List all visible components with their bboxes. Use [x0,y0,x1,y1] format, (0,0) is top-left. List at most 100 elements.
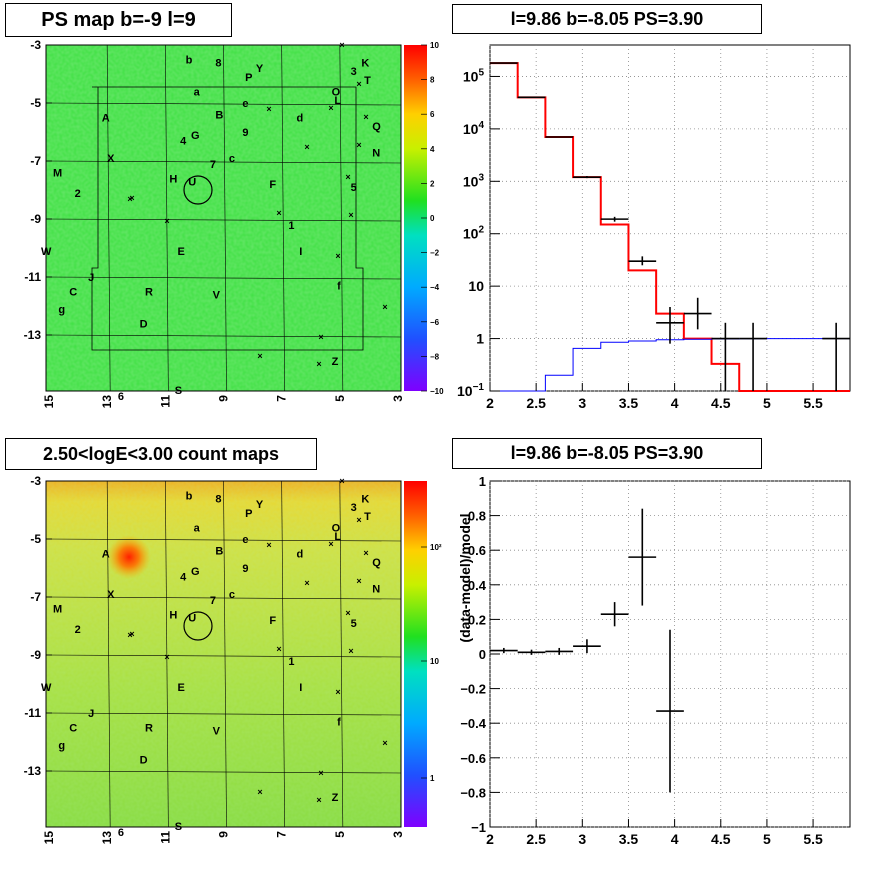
cm-grid-line-l [165,480,169,828]
cm-grid-line-b [45,654,402,658]
cm-source-label: L [334,531,341,543]
residual-x-tick-label: 5.5 [803,831,823,847]
cm-y-tick-label: -5 [30,532,41,546]
cm-colorbar-tick-label: 10 [430,657,439,666]
ps-colorbar-tick-label: 4 [430,145,435,154]
ps-source-label: B [215,110,223,122]
residual-y-tick-label: −1 [471,820,486,835]
cm-source-label: e [242,534,248,546]
ps-source-label: R [145,287,153,299]
ps-y-tick-label: -7 [30,154,41,168]
cm-cross-marker: × [345,608,350,618]
spectrum-x-ticks: 2 2.5 3 3.5 4 4.5 5 5.5 [486,383,823,411]
cm-y-tick-label: -13 [24,764,42,778]
ps-source-label: M [53,168,62,180]
ps-source-label: 9 [242,127,248,139]
cm-cross-marker: × [328,539,333,549]
cm-grid-line-b [45,596,402,600]
ps-colorbar-tick-label: 6 [430,110,435,119]
cm-source-label: C [69,723,77,735]
spectrum-x-tick-label: 4 [671,395,679,411]
ps-source-label: g [58,304,65,316]
cm-source-label: U [188,612,196,624]
spectrum-y-tick-label: 10−1 [457,382,484,399]
ps-map-roi [91,86,364,351]
ps-source-label: C [69,287,77,299]
cm-y-tick-label: -11 [24,706,41,720]
ps-colorbar-tick-label: −2 [430,249,440,258]
cm-source-label: X [107,589,115,601]
ps-source-label: a [194,86,201,98]
ps-source-label: H [169,173,177,185]
ps-source-label: 4 [180,136,187,148]
spectrum-x-tick-label: 5 [763,395,771,411]
ps-source-label: J [88,272,94,284]
cm-source-label: V [213,725,221,737]
residual-x-tick-label: 5 [763,831,771,847]
cm-source-label: T [364,511,371,523]
ps-cross-marker: × [266,104,271,114]
ps-grid-line-l [165,44,169,392]
cm-source-label: N [372,583,380,595]
residual-x-ticks: 2 2.5 3 3.5 4 4.5 5 5.5 [486,819,823,847]
cm-source-label: E [177,682,184,694]
residual-y-tick-label: −0.4 [460,716,486,731]
cm-source-label: Z [332,792,339,804]
cm-grid-line-l [281,480,285,828]
cm-source-label: b [186,491,193,503]
ps-source-label: c [229,153,235,165]
spectrum-x-tick-label: 5.5 [803,395,823,411]
ps-source-label: V [213,289,221,301]
cm-grid-line-b [45,770,402,774]
ps-source-label: f [337,281,341,293]
cm-cross-marker: × [266,540,271,550]
ps-map-target-circle [183,175,213,205]
cm-cross-marker: × [356,515,361,525]
cm-source-label: 9 [242,563,248,575]
ps-source-label: P [245,72,252,84]
cm-grid-line-b [45,538,402,542]
ps-x-tick-label: 7 [275,395,289,402]
ps-source-label: 7 [210,159,216,171]
ps-cross-marker: × [304,142,309,152]
cm-source-label: Y [256,499,264,511]
ps-source-label: 2 [75,188,81,200]
cm-x-tick-label: 3 [391,831,405,838]
ps-y-tick-label: -9 [30,212,41,226]
spectrum-y-tick-label: 102 [463,225,485,242]
cm-source-label: A [102,549,110,561]
cm-x-tick-label: 9 [217,831,231,838]
ps-cross-marker: × [257,351,262,361]
count-map-target-circle [183,611,213,641]
ps-cross-marker: × [382,302,387,312]
ps-x-tick-label: 15 [42,395,56,409]
count-map-grid [45,480,402,828]
cm-source-label: D [140,754,148,766]
cm-x-tick-label: 13 [100,831,114,845]
ps-source-label: Y [256,63,264,75]
ps-source-label: Q [372,121,381,133]
spectrum-x-tick-label: 4.5 [711,395,731,411]
ps-source-label: d [296,113,303,125]
cm-y-tick-label: -3 [30,474,41,488]
ps-colorbar-tick-label: −4 [430,283,440,292]
ps-source-label: K [361,57,369,69]
cm-source-label: R [145,723,153,735]
ps-grid-line-l [223,44,227,392]
ps-source-label: L [334,95,341,107]
spectrum-panel: 2 2.5 3 3.5 4 4.5 5 5.5 10−1 1 10 102 103 104 105 [457,44,851,411]
ps-map-title: PS map b=-9 l=9 [5,3,232,37]
ps-cross-marker: × [276,208,281,218]
spectrum-points [490,62,850,391]
ps-map-y-ticks: -3 -5 -7 -9 -11 -13 [24,38,52,342]
cm-source-label: B [215,546,223,558]
residual-points [490,508,684,793]
ps-cross-marker: × [318,332,323,342]
spectrum-grid [489,45,850,392]
cm-source-label: 1 [288,656,294,668]
ps-colorbar-tick-label: 10 [430,41,439,50]
ps-cross-marker: × [316,359,321,369]
cm-cross-marker: × [127,630,132,640]
